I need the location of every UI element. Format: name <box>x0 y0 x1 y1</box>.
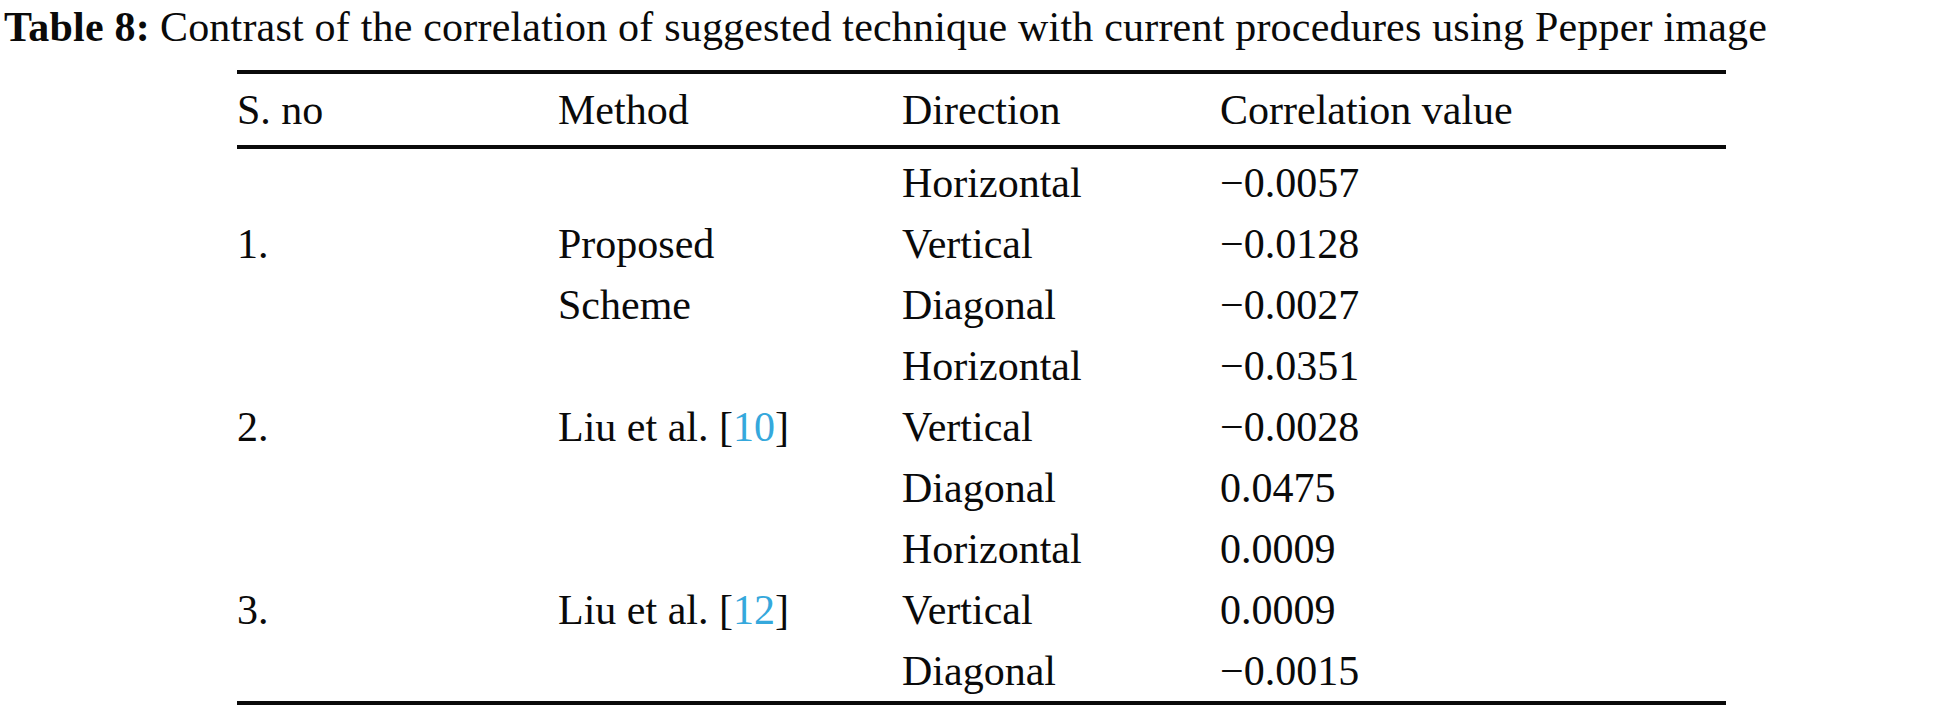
table-row: 1. Proposed Vertical −0.0128 <box>237 213 1726 274</box>
table-row: Horizontal −0.0057 <box>237 152 1726 213</box>
table-header-row: S. no Method Direction Correlation value <box>237 74 1726 149</box>
correlation-table: S. no Method Direction Correlation value… <box>237 70 1726 705</box>
method-text: ] <box>775 404 789 450</box>
direction-cell: Vertical <box>902 586 1220 634</box>
direction-cell: Vertical <box>902 220 1220 268</box>
method-text: Liu et al. [ <box>558 404 733 450</box>
value-cell: 0.0009 <box>1220 586 1726 634</box>
direction-cell: Diagonal <box>902 464 1220 512</box>
sno-cell: 2. <box>237 403 558 451</box>
header-correlation-value: Correlation value <box>1220 86 1726 134</box>
table-row: 3. Liu et al. [12] Vertical 0.0009 <box>237 579 1726 640</box>
value-cell: −0.0028 <box>1220 403 1726 451</box>
method-cell: Liu et al. [12] <box>558 586 902 634</box>
method-text: Liu et al. [ <box>558 587 733 633</box>
direction-cell: Diagonal <box>902 647 1220 695</box>
direction-cell: Horizontal <box>902 342 1220 390</box>
value-cell: 0.0009 <box>1220 525 1726 573</box>
sno-cell: 1. <box>237 220 558 268</box>
table-caption: Table 8:Contrast of the correlation of s… <box>4 2 1952 52</box>
citation-ref[interactable]: 12 <box>733 587 775 633</box>
value-cell: −0.0015 <box>1220 647 1726 695</box>
direction-cell: Horizontal <box>902 159 1220 207</box>
method-cell: Scheme <box>558 281 902 329</box>
direction-cell: Vertical <box>902 403 1220 451</box>
value-cell: 0.0475 <box>1220 464 1726 512</box>
table-row: Scheme Diagonal −0.0027 <box>237 274 1726 335</box>
table-caption-text: Contrast of the correlation of suggested… <box>160 4 1767 50</box>
sno-cell: 3. <box>237 586 558 634</box>
method-text: Proposed <box>558 221 714 267</box>
method-cell: Liu et al. [10] <box>558 403 902 451</box>
direction-cell: Horizontal <box>902 525 1220 573</box>
method-text: Scheme <box>558 282 691 328</box>
table-row: Horizontal −0.0351 <box>237 335 1726 396</box>
value-cell: −0.0057 <box>1220 159 1726 207</box>
value-cell: −0.0027 <box>1220 281 1726 329</box>
method-cell: Proposed <box>558 220 902 268</box>
direction-cell: Diagonal <box>902 281 1220 329</box>
method-text: ] <box>775 587 789 633</box>
header-direction: Direction <box>902 86 1220 134</box>
table-row: Horizontal 0.0009 <box>237 518 1726 579</box>
value-cell: −0.0351 <box>1220 342 1726 390</box>
table-row: Diagonal 0.0475 <box>237 457 1726 518</box>
table-body: Horizontal −0.0057 1. Proposed Vertical … <box>237 149 1726 701</box>
header-method: Method <box>558 86 902 134</box>
header-sno: S. no <box>237 86 558 134</box>
value-cell: −0.0128 <box>1220 220 1726 268</box>
citation-ref[interactable]: 10 <box>733 404 775 450</box>
table-row: 2. Liu et al. [10] Vertical −0.0028 <box>237 396 1726 457</box>
table-caption-label: Table 8: <box>4 4 150 50</box>
table-row: Diagonal −0.0015 <box>237 640 1726 701</box>
